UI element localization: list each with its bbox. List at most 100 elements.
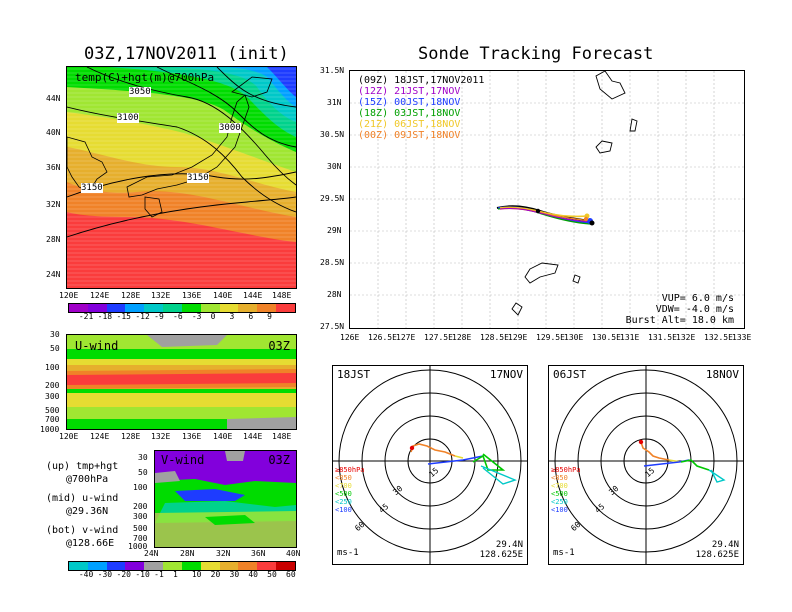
level-tick-label: 30 [138,453,148,462]
level-tick-label: 200 [133,502,148,511]
lon-tick-label: 132E [151,432,171,441]
lon-tick-label: 128E [121,432,141,441]
hodograph-left-plot [333,366,527,564]
colorbar-swatch [106,304,126,312]
lon-tick-label: 130E [564,333,584,342]
lon-tick-label: 126.5E [368,333,397,342]
legend-text: 03JST,18NOV [394,108,461,119]
lon-tick-label: 140E [213,432,233,441]
lon-tick-label: 136E [182,432,202,441]
lat-tick-label: 40N [286,549,301,558]
lat-tick-label: 28N [327,290,342,299]
colorbar-label: 0 [210,312,216,321]
vwind-time: 03Z [268,453,290,467]
level-legend-item: <100 [335,506,352,514]
level-legend-item: <700 [335,482,352,490]
hodograph-right-plot [549,366,743,564]
lat-tick-label: 28N [180,549,195,558]
colorbar-label: -21 [78,312,94,321]
colorbar-swatch [219,562,239,570]
hodo-unit: ms-1 [553,548,575,558]
track-legend-item: (00Z) 09JST,18NOV [358,130,484,141]
lat-tick-label: 31.5N [320,66,345,75]
lat-tick-label: 30N [327,162,342,171]
legend-code: (15Z) [358,97,389,108]
lat-tick-label: 29.5N [320,194,345,203]
contour-label: 3150 [187,173,209,183]
legend-text: 21JST,17NOV [394,86,461,97]
lat-tick-label: 30.5N [320,130,345,139]
hodo-time: 06JST [553,368,587,381]
level-tick-label: 1000 [128,542,148,551]
wind-colorbar [68,561,296,571]
colorbar-label: 30 [229,570,240,579]
colorbar-swatch [106,562,126,570]
track-legend: (09Z) 18JST,17NOV2011 (12Z) 21JST,17NOV … [358,75,484,141]
lat-tick-label: 44N [46,94,61,103]
colorbar-label: 9 [267,312,272,321]
lon-tick-label: 148E [272,291,292,300]
level-legend-item: <250 [551,498,568,506]
track-legend-item: (12Z) 21JST,17NOV [358,86,484,97]
level-tick-label: 30 [50,330,60,339]
colorbar-swatch [125,562,145,570]
colorbar-swatch [200,562,220,570]
level-tick-label: 100 [133,483,148,492]
track-legend-item: (18Z) 03JST,18NOV [358,108,484,119]
note-line: @128.66E [66,538,115,549]
temp-colorbar-labels: -21 -18 -15 -12 -9 -6 -3 0 3 6 9 [68,312,294,322]
hodo-date: 17NOV [489,368,523,381]
lon-tick-label: 144E [243,432,263,441]
hodo-unit: ms-1 [337,548,359,558]
legend-text: 06JST,18NOV [394,119,461,130]
level-legend: ≥850hPa <850 <700 <500 <250 <100 [335,466,365,514]
contour-label: 3100 [117,113,139,123]
level-tick-label: 200 [45,381,60,390]
legend-text: 00JST,18NOV [394,97,461,108]
note-line: @29.36N [66,506,109,517]
track-legend-item: (21Z) 06JST,18NOV [358,119,484,130]
hodo-lat: 29.4N [711,540,739,550]
colorbar-label: -30 [97,570,113,579]
launch-params: VUP= 6.0 m/s VDW= -4.0 m/s Burst Alt= 18… [626,293,734,326]
note-line: (bot) v-wind [46,525,119,536]
contour-label: 3000 [219,123,241,133]
level-tick-label: 50 [138,468,148,477]
note-line: @700hPa [66,474,109,485]
lon-tick-label: 148E [272,432,292,441]
lon-tick-label: 127E [396,333,416,342]
colorbar-swatch [69,304,88,312]
temp-colorbar [68,303,296,313]
lon-tick-label: 136E [182,291,202,300]
track-legend-item: (15Z) 00JST,18NOV [358,97,484,108]
lat-tick-label: 32N [216,549,231,558]
burst-value: Burst Alt= 18.0 km [625,315,734,326]
legend-code: (09Z) [358,75,389,86]
vwind-label: V-wind [161,453,205,467]
colorbar-label: -18 [97,312,113,321]
colorbar-swatch [181,304,201,312]
level-tick-label: 300 [45,392,60,401]
colorbar-label: 3 [229,312,235,321]
uwind-field [67,335,296,429]
hodograph-left: 18JST 17NOV 15 30 45 60 ≥850hPa <850 <70… [332,365,528,565]
colorbar-swatch [87,562,107,570]
right-title: Sonde Tracking Forecast [418,44,654,64]
uwind-time: 03Z [268,339,290,353]
note-line: (up) tmp+hgt [46,461,119,472]
vup-value: VUP= 6.0 m/s [661,293,734,304]
hodo-date: 18NOV [705,368,739,381]
colorbar-label: -10 [135,570,150,579]
lon-tick-label: 120E [59,432,79,441]
colorbar-swatch [69,562,88,570]
contour-label: 3150 [81,183,103,193]
track-lon-axis: 126E 126.5E 127E 127.5E 128E 128.5E 129E 129.5E… [340,333,760,343]
colorbar-label: -12 [135,312,150,321]
lon-tick-label: 131.5E [648,333,677,342]
colorbar-label: -1 [154,570,164,579]
level-legend-item: ≥850hPa [335,466,365,474]
lat-tick-label: 31N [327,98,342,107]
colorbar-swatch [238,304,258,312]
level-tick-label: 300 [133,512,148,521]
uwind-label: U-wind [75,339,119,353]
